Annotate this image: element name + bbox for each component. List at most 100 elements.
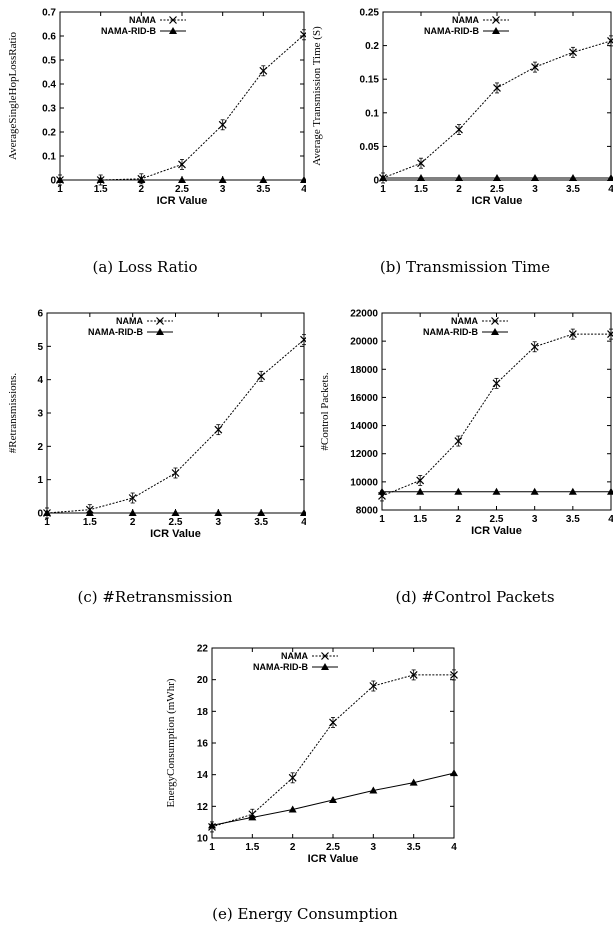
chart-a-svg: 0 0.1 0.2 0.3 0.4 0.5 0.6 0.7 1 1.5 2 2.5 3 3.5 4 ICR V…: [7, 8, 308, 207]
x-axis-label: ICR Value: [471, 525, 522, 537]
data-point: [530, 342, 539, 351]
x-tick-label: 4: [608, 514, 613, 525]
data-point: [218, 176, 227, 183]
data-point: [288, 805, 297, 813]
data-point: [568, 330, 577, 339]
y-tick-label: 14: [197, 770, 209, 781]
series-line-nama: [46, 339, 305, 514]
data-point: [214, 509, 223, 516]
x-tick-label: 3: [532, 514, 538, 525]
x-tick-label: 4: [301, 184, 306, 195]
x-axis-label: ICR Value: [308, 853, 359, 865]
y-tick-label: 6: [37, 309, 43, 320]
series-line-nama: [382, 40, 612, 179]
data-point: [454, 437, 463, 445]
x-tick-label: 3.5: [407, 842, 421, 853]
data-point: [208, 821, 216, 829]
x-tick-label: 1.5: [414, 184, 428, 195]
data-point: [450, 670, 458, 679]
data-point: [492, 487, 501, 495]
data-point: [85, 509, 94, 516]
x-tick-label: 1.5: [83, 517, 97, 528]
data-point: [568, 487, 577, 495]
data-point: [417, 173, 425, 181]
data-point: [56, 176, 64, 183]
x-tick-label: 2: [139, 184, 145, 195]
y-tick-label: 0.5: [42, 56, 56, 67]
data-point: [128, 494, 137, 502]
y-axis-label: AverageSingleHopLossRatio: [7, 31, 19, 160]
caption-a: (a) Loss Ratio: [92, 258, 198, 276]
data-point: [530, 487, 539, 495]
y-tick-label: 16: [197, 739, 209, 750]
legend-marker: [156, 328, 164, 335]
data-point: [128, 509, 137, 516]
data-point: [248, 813, 257, 821]
legend-label: NAMA-RID-B: [101, 26, 156, 36]
data-point: [178, 176, 186, 183]
legend-marker: [321, 652, 329, 660]
y-tick-label: 0.1: [42, 152, 56, 163]
x-tick-label: 3: [216, 517, 222, 528]
data-point: [416, 487, 425, 495]
data-point: [607, 330, 613, 339]
legend-label: NAMA: [129, 15, 156, 25]
legend-label: NAMA-RID-B: [423, 327, 478, 337]
series-line-nama: [211, 674, 454, 828]
y-tick-label: 0.4: [42, 80, 56, 91]
y-tick-label: 20: [197, 675, 209, 686]
chart-d-svg: 8000 10000 12000 14000 16000 18000 20000 22000 1…: [319, 309, 613, 537]
y-axis-label: EnergyConsumption (mWhr): [165, 678, 177, 807]
chart-d: 8000 10000 12000 14000 16000 18000 20000 22000 1…: [306, 303, 613, 548]
x-tick-label: 3.5: [256, 184, 270, 195]
chart-e: 10 12 14 16 18 20 22 1 1.5 2 2.5 3 3.5 4 ICR Value Ener…: [150, 640, 470, 870]
data-point: [369, 682, 378, 690]
y-tick-label: 12: [197, 802, 209, 813]
y-tick-label: 22: [197, 644, 209, 655]
x-tick-label: 3: [371, 842, 377, 853]
y-tick-label: 0.15: [360, 75, 380, 86]
legend-marker: [491, 328, 499, 335]
chart-a: 0 0.1 0.2 0.3 0.4 0.5 0.6 0.7 1 1.5 2 2.5 3 3.5 4 ICR V…: [0, 0, 308, 207]
x-tick-label: 1: [379, 514, 385, 525]
y-tick-label: 3: [37, 409, 43, 420]
legend-label: NAMA: [451, 316, 478, 326]
x-tick-label: 2.5: [169, 517, 183, 528]
y-tick-label: 0.7: [42, 8, 56, 19]
x-tick-label: 1: [209, 842, 215, 853]
caption-d: (d) #Control Packets: [395, 588, 555, 606]
x-axis-label: ICR Value: [472, 195, 523, 205]
data-point: [607, 487, 613, 495]
data-point: [214, 425, 223, 434]
y-tick-label: 5: [37, 342, 43, 353]
y-tick-label: 18: [197, 707, 209, 718]
plot-frame: [211, 647, 455, 839]
y-tick-label: 20000: [350, 337, 378, 348]
legend-marker: [491, 317, 499, 325]
x-tick-label: 4: [301, 517, 306, 528]
legend-marker: [156, 317, 164, 325]
data-point: [178, 160, 186, 169]
y-tick-label: 12000: [350, 449, 378, 460]
y-tick-label: 0.2: [42, 128, 56, 139]
data-point: [329, 796, 337, 803]
x-tick-label: 1: [44, 517, 50, 528]
x-tick-label: 3: [532, 184, 538, 195]
data-point: [257, 509, 266, 516]
legend-marker: [169, 16, 177, 24]
y-tick-label: 0.2: [365, 41, 379, 52]
y-tick-label: 14000: [350, 421, 378, 432]
data-point: [569, 48, 577, 57]
plot-frame: [59, 11, 305, 181]
x-tick-label: 2: [456, 514, 462, 525]
y-tick-label: 0.3: [42, 104, 56, 115]
x-tick-label: 3.5: [254, 517, 268, 528]
x-tick-label: 3.5: [566, 184, 580, 195]
data-point: [288, 773, 297, 782]
data-point: [569, 173, 577, 181]
y-axis-label: #Retransmissions.: [7, 373, 19, 454]
legend-label: NAMA: [116, 316, 143, 326]
data-point: [171, 509, 180, 516]
data-point: [218, 120, 227, 129]
